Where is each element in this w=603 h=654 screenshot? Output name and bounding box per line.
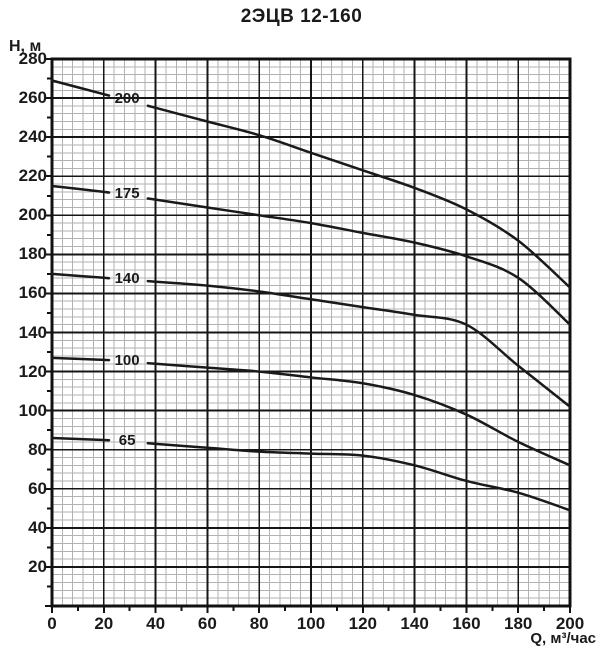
- y-tick-label: 100: [18, 400, 47, 420]
- x-tick-label: 100: [296, 614, 326, 633]
- curve-65-segment-b: [146, 442, 572, 512]
- axis-ticks: [45, 58, 571, 613]
- y-tick-label: 120: [18, 361, 47, 381]
- y-tick-label: 240: [18, 127, 47, 147]
- x-tick-label: 140: [400, 614, 429, 633]
- x-tick-label: 80: [249, 614, 269, 633]
- curve-140-segment-a: [50, 272, 111, 280]
- curve-label-140: 140: [114, 269, 140, 287]
- major-gridlines: [52, 59, 570, 606]
- y-tick-label: 140: [18, 322, 47, 342]
- y-tick-label: 220: [18, 166, 47, 186]
- chart-title: 2ЭЦВ 12-160: [240, 6, 363, 27]
- x-axis-label: Q, м³/час: [530, 630, 596, 647]
- y-tick-label: 160: [18, 283, 47, 303]
- y-tick-label: 180: [18, 244, 47, 264]
- curve-label-65: 65: [118, 431, 136, 449]
- x-tick-label: 180: [504, 614, 533, 633]
- plot-frame: [50, 57, 572, 608]
- y-tick-label: 20: [28, 556, 47, 576]
- curve-label-100: 100: [114, 351, 140, 369]
- y-tick-label: 280: [18, 49, 47, 68]
- curve-140-segment-b: [146, 279, 572, 408]
- curve-label-200: 200: [114, 90, 140, 108]
- x-tick-label: 200: [555, 614, 585, 633]
- curve-175-segment-a: [50, 184, 111, 194]
- x-tick-label: 40: [146, 614, 166, 633]
- curve-200-segment-a: [50, 79, 111, 97]
- y-tick-label: 260: [18, 88, 47, 108]
- curve-175-segment-b: [146, 197, 572, 326]
- x-tick-label: 120: [348, 614, 377, 633]
- x-tick-label: 160: [452, 614, 481, 633]
- x-tick-label: 0: [47, 614, 57, 633]
- curve-label-175: 175: [114, 185, 140, 203]
- y-tick-label: 80: [28, 439, 47, 459]
- curve-100-segment-b: [146, 361, 572, 467]
- curve-65-segment-a: [50, 436, 111, 442]
- x-tick-label: 20: [94, 614, 114, 633]
- y-tick-label: 40: [28, 517, 47, 537]
- curve-200-segment-b: [146, 104, 572, 289]
- y-axis-label: Н, м: [9, 38, 42, 55]
- x-tick-label: 60: [197, 614, 217, 633]
- y-tick-label: 60: [28, 478, 47, 498]
- y-tick-label: 200: [18, 205, 47, 225]
- curve-100-segment-a: [50, 356, 111, 362]
